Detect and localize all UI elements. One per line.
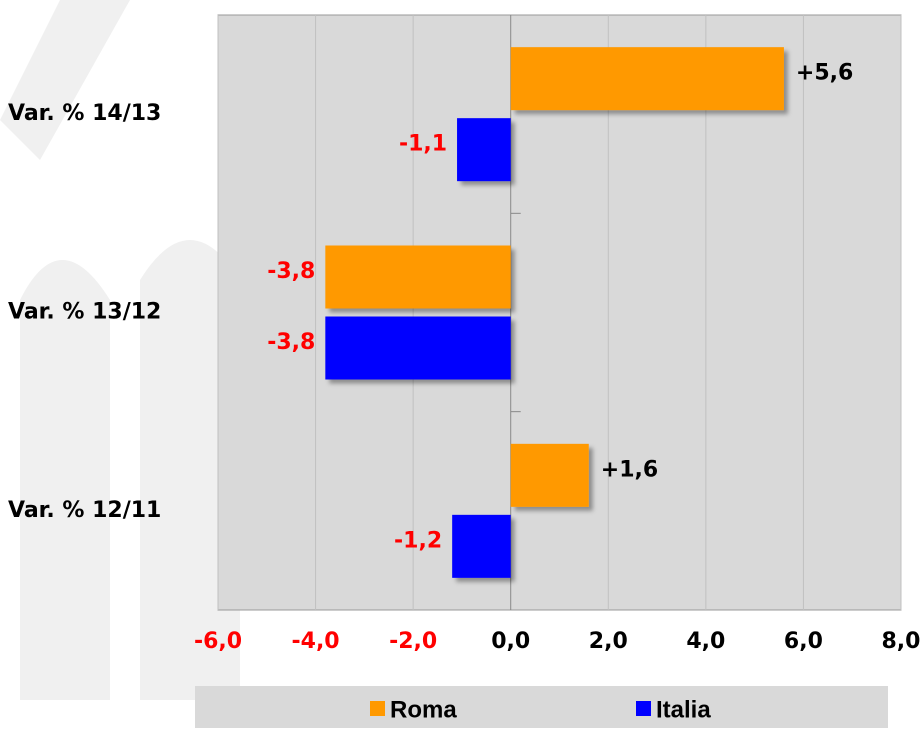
y-tick-label: Var. % 12/11 <box>8 498 161 523</box>
y-tick-label: Var. % 13/12 <box>8 300 161 325</box>
background-arches <box>0 0 240 700</box>
x-tick-label: 0,0 <box>491 629 530 654</box>
plot-area <box>217 14 902 611</box>
data-label: -1,1 <box>399 132 447 157</box>
legend-swatch <box>370 701 385 716</box>
bar <box>457 118 511 182</box>
legend-label: Roma <box>390 696 457 723</box>
x-tick-label: -2,0 <box>389 629 437 654</box>
bar <box>325 245 511 309</box>
x-tick-label: -6,0 <box>194 629 242 654</box>
data-label: -3,8 <box>267 330 315 355</box>
legend-label: Italia <box>656 696 711 723</box>
legend-box <box>195 686 888 728</box>
data-label: +1,6 <box>601 457 658 482</box>
data-label: -1,2 <box>394 528 442 553</box>
bar <box>510 47 784 111</box>
data-label: +5,6 <box>796 61 853 86</box>
x-tick-label: -4,0 <box>292 629 340 654</box>
x-tick-label: 2,0 <box>589 629 628 654</box>
data-label: -3,8 <box>267 259 315 284</box>
bar <box>325 316 511 380</box>
bar <box>452 514 511 578</box>
y-tick-label: Var. % 14/13 <box>8 101 161 126</box>
bar <box>510 443 589 507</box>
legend-swatch <box>636 701 651 716</box>
x-tick-label: 6,0 <box>784 629 823 654</box>
x-tick-label: 4,0 <box>686 629 725 654</box>
x-tick-label: 8,0 <box>882 629 920 654</box>
